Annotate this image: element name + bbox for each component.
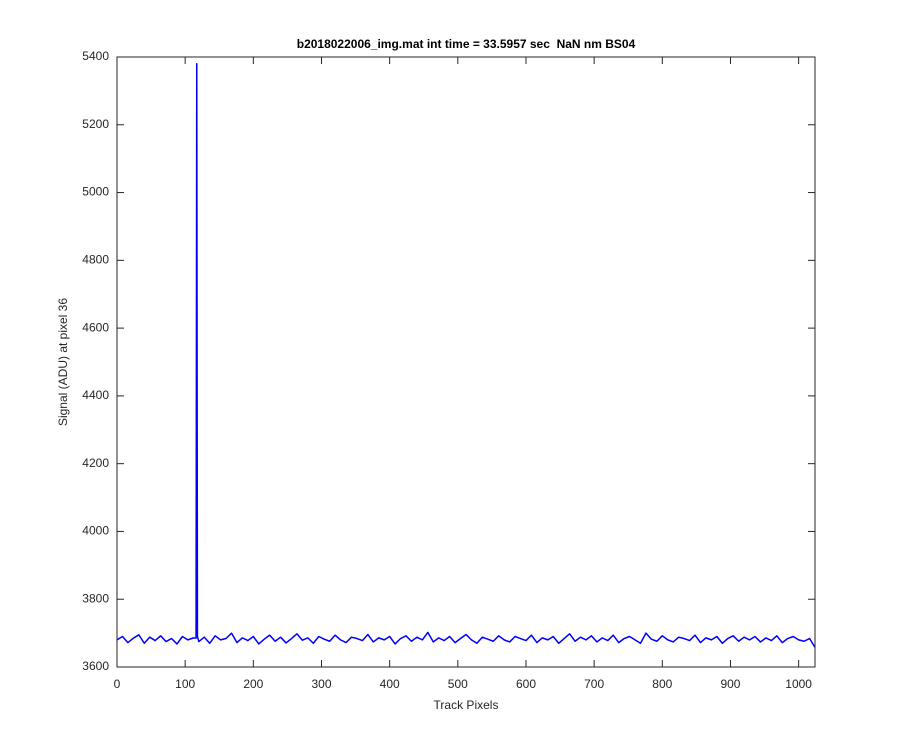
y-tick-label: 3600 bbox=[82, 659, 109, 673]
y-tick-label: 5400 bbox=[82, 49, 109, 63]
y-tick-label: 4400 bbox=[82, 388, 109, 402]
x-tick-label: 1000 bbox=[785, 677, 812, 691]
y-tick-label: 5000 bbox=[82, 185, 109, 199]
chart-title: b2018022006_img.mat int time = 33.5957 s… bbox=[297, 37, 636, 51]
y-tick-label: 5200 bbox=[82, 117, 109, 131]
y-tick-label: 4000 bbox=[82, 524, 109, 538]
y-tick-label: 4800 bbox=[82, 253, 109, 267]
x-tick-label: 200 bbox=[243, 677, 263, 691]
y-axis-label: Signal (ADU) at pixel 36 bbox=[56, 298, 70, 426]
y-tick-label: 4600 bbox=[82, 320, 109, 334]
x-tick-label: 700 bbox=[584, 677, 604, 691]
y-tick-label: 4200 bbox=[82, 456, 109, 470]
x-tick-label: 500 bbox=[448, 677, 468, 691]
x-tick-label: 300 bbox=[311, 677, 331, 691]
x-tick-label: 800 bbox=[652, 677, 672, 691]
x-axis-label: Track Pixels bbox=[434, 698, 499, 712]
x-tick-label: 0 bbox=[114, 677, 121, 691]
x-tick-label: 100 bbox=[175, 677, 195, 691]
x-tick-label: 600 bbox=[516, 677, 536, 691]
x-tick-label: 400 bbox=[380, 677, 400, 691]
data-line bbox=[116, 63, 816, 648]
plot-frame bbox=[116, 56, 816, 668]
x-tick-label: 900 bbox=[720, 677, 740, 691]
y-tick-label: 3800 bbox=[82, 591, 109, 605]
